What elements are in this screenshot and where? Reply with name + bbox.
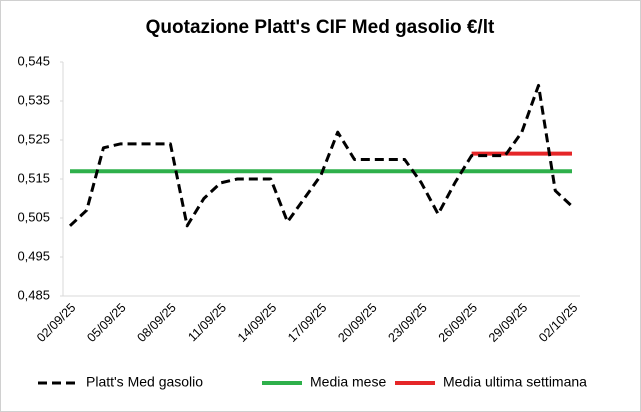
- chart-title: Quotazione Platt's CIF Med gasolio €/lt: [146, 17, 495, 38]
- y-tick-label: 0,505: [17, 209, 50, 224]
- y-tick-label: 0,495: [17, 248, 50, 263]
- y-tick-label: 0,525: [17, 131, 50, 146]
- legend-label: Media mese: [310, 374, 386, 390]
- y-tick-label: 0,485: [17, 287, 50, 302]
- y-tick-label: 0,535: [17, 92, 50, 107]
- y-tick-label: 0,545: [17, 53, 50, 68]
- legend-label: Platt's Med gasolio: [86, 374, 203, 390]
- legend-label: Media ultima settimana: [443, 374, 587, 390]
- y-tick-label: 0,515: [17, 170, 50, 185]
